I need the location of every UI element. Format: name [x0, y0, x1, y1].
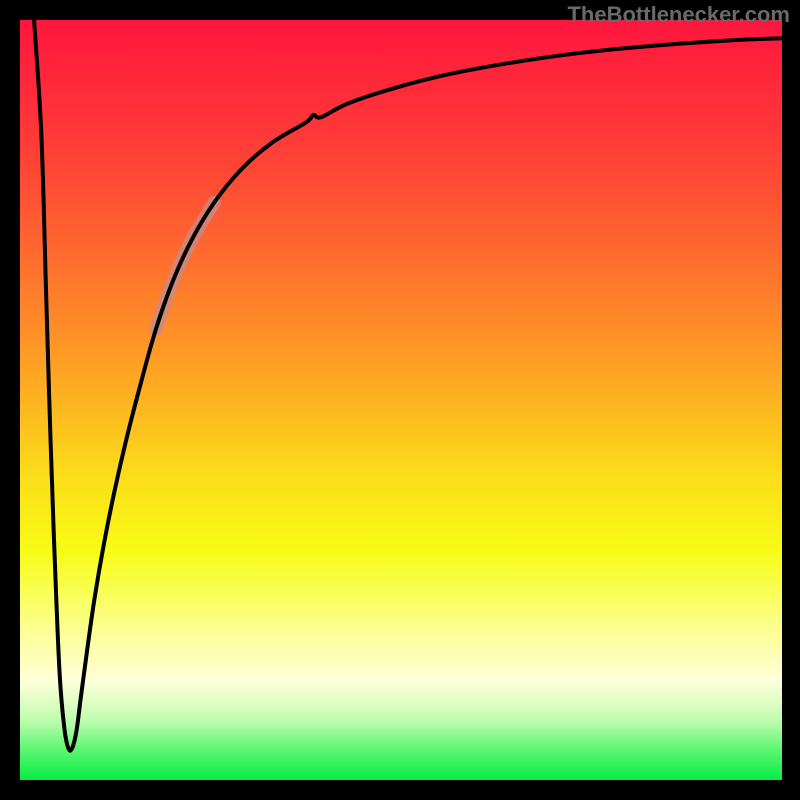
bottleneck-chart: [0, 0, 800, 800]
watermark-label: TheBottlenecker.com: [567, 2, 790, 28]
chart-container: TheBottlenecker.com: [0, 0, 800, 800]
